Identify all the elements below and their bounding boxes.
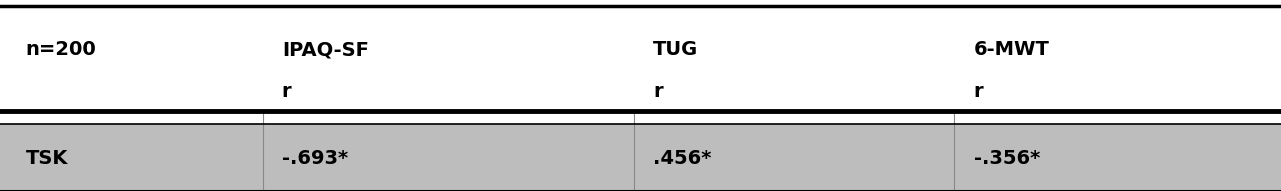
Text: TUG: TUG [653, 40, 698, 59]
Text: TSK: TSK [26, 149, 68, 168]
Text: .456*: .456* [653, 149, 712, 168]
Text: r: r [974, 82, 984, 101]
Bar [0, 124, 1281, 191]
Text: n=200: n=200 [26, 40, 96, 59]
Text: -.693*: -.693* [282, 149, 348, 168]
Text: r: r [282, 82, 292, 101]
Text: -.356*: -.356* [974, 149, 1040, 168]
Text: 6-MWT: 6-MWT [974, 40, 1049, 59]
Text: IPAQ-SF: IPAQ-SF [282, 40, 369, 59]
Text: r: r [653, 82, 664, 101]
